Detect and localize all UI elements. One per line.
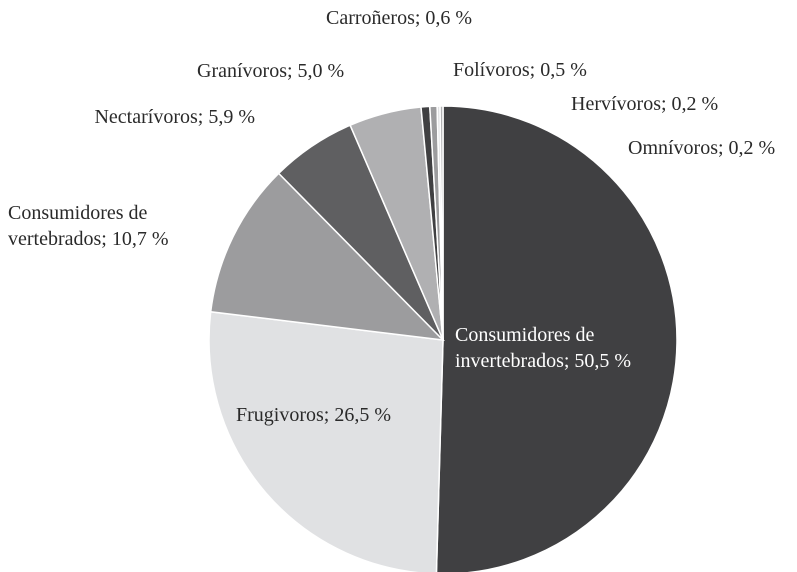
slice-label: Frugivoros; 26,5 % [236,404,391,426]
pie-slice [435,105,678,572]
slice-label: Consumidores de vertebrados; 10,7 % [8,202,169,250]
pie-slice [208,310,444,572]
slice-label: Consumidores de invertebrados; 50,5 % [455,324,632,372]
slice-label: Carroñeros; 0,6 % [326,7,473,29]
slice-label: Folívoros; 0,5 % [453,59,587,81]
slice-label: Nectarívoros; 5,9 % [94,106,255,128]
slice-label: Granívoros; 5,0 % [197,60,345,82]
pie-slice [439,105,444,341]
slice-label: Omnívoros; 0,2 % [628,137,776,159]
slice-label: Hervívoros; 0,2 % [571,93,719,115]
pie-slice [209,172,446,342]
